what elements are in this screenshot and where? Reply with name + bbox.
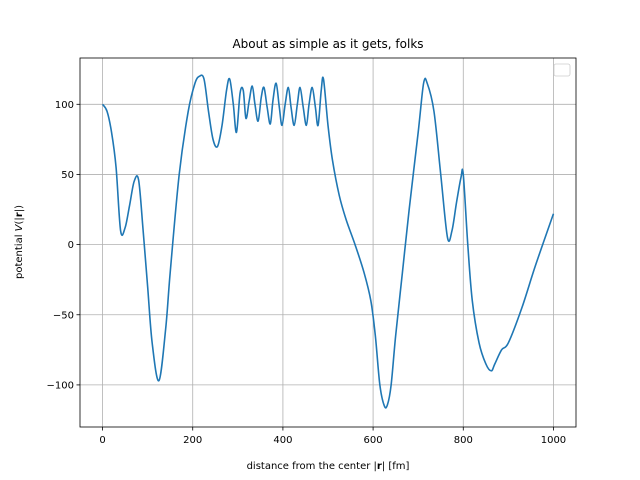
y-tick-label: 100 xyxy=(55,100,74,111)
legend-box xyxy=(553,63,571,77)
grid xyxy=(80,58,576,427)
x-tick-label: 400 xyxy=(273,435,292,446)
potential-series-line xyxy=(101,74,555,409)
x-ticks: 0 200 400 600 800 1000 xyxy=(99,427,566,446)
axes-frame xyxy=(79,57,577,428)
y-tick-label: 0 xyxy=(68,240,74,251)
y-tick-label: −50 xyxy=(53,310,74,321)
x-tick-label: 800 xyxy=(454,435,473,446)
y-tick-label: 50 xyxy=(61,170,74,181)
y-tick-label: −100 xyxy=(47,380,74,391)
y-axis-label: potential V(|r|) xyxy=(14,205,25,279)
plot-area xyxy=(101,74,555,409)
x-tick-label: 200 xyxy=(183,435,202,446)
x-tick-label: 0 xyxy=(99,435,105,446)
x-tick-label: 600 xyxy=(364,435,383,446)
y-ticks: −100 −50 0 50 100 xyxy=(47,100,80,391)
chart-title: About as simple as it gets, folks xyxy=(232,37,423,51)
x-tick-label: 1000 xyxy=(541,435,566,446)
x-axis-label: distance from the center |r| [fm] xyxy=(247,461,410,472)
